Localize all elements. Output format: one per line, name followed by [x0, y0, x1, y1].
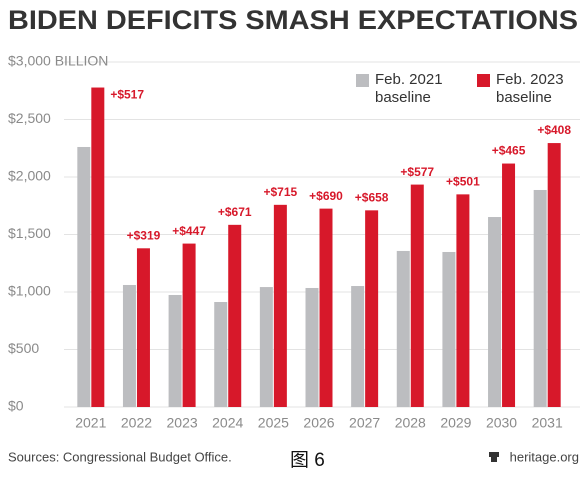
- bar: [533, 189, 547, 407]
- credit: heritage.org: [510, 449, 579, 464]
- legend-item: Feb. 2021 baseline: [356, 71, 455, 107]
- bar: [91, 87, 105, 407]
- bar: [351, 286, 365, 407]
- y-tick-label: $2,000: [8, 168, 51, 184]
- bar: [502, 163, 516, 407]
- bar: [396, 250, 410, 407]
- annotation: +$577: [400, 165, 434, 179]
- legend-item: Feb. 2023 baseline: [477, 71, 576, 107]
- bar: [305, 287, 319, 407]
- bar: [456, 194, 470, 407]
- legend: Feb. 2021 baseline Feb. 2023 baseline: [356, 71, 587, 107]
- bar: [365, 210, 379, 407]
- annotation: +$319: [127, 228, 161, 242]
- bar: [319, 208, 333, 407]
- x-tick-label: 2028: [395, 415, 426, 431]
- x-tick-label: 2021: [75, 415, 106, 431]
- x-tick-label: 2022: [121, 415, 152, 431]
- bar: [182, 243, 196, 407]
- bar: [273, 204, 287, 407]
- annotation: +$690: [309, 189, 343, 203]
- chart-title: BIDEN DEFICITS SMASH EXPECTATIONS: [8, 5, 578, 35]
- bar: [488, 217, 502, 407]
- y-tick-label: $500: [8, 340, 39, 356]
- legend-label: Feb. 2021 baseline: [375, 71, 443, 106]
- y-tick-label: $3,000 BILLION: [8, 53, 108, 69]
- annotation: +$501: [446, 175, 480, 189]
- x-tick-label: 2029: [440, 415, 471, 431]
- annotation: +$447: [172, 224, 206, 238]
- bar: [410, 184, 424, 407]
- bar: [442, 251, 456, 407]
- bar: [168, 294, 182, 407]
- y-tick-label: $0: [8, 398, 24, 414]
- bar: [259, 287, 273, 407]
- y-tick-label: $1,000: [8, 283, 51, 299]
- x-tick-label: 2026: [303, 415, 334, 431]
- x-tick-label: 2027: [349, 415, 380, 431]
- source: Sources: Congressional Budget Office.: [8, 449, 232, 464]
- x-tick-label: 2031: [532, 415, 563, 431]
- annotation: +$658: [355, 191, 389, 205]
- bar: [547, 143, 561, 407]
- legend-swatch: [477, 74, 490, 87]
- annotation: +$408: [537, 123, 571, 137]
- x-tick-label: 2024: [212, 415, 243, 431]
- annotation: +$517: [110, 88, 144, 102]
- annotation: +$671: [218, 205, 252, 219]
- x-tick-label: 2030: [486, 415, 517, 431]
- bar: [122, 284, 136, 407]
- bar: [77, 146, 91, 408]
- legend-label: Feb. 2023 baseline: [496, 71, 564, 106]
- credit-icon: [489, 452, 499, 462]
- annotation: +$715: [264, 185, 298, 199]
- x-tick-label: 2023: [167, 415, 198, 431]
- figure-label: 图 6: [290, 450, 325, 471]
- x-tick-label: 2025: [258, 415, 289, 431]
- y-tick-label: $1,500: [8, 225, 51, 241]
- y-tick-label: $2,500: [8, 110, 51, 126]
- bar: [136, 248, 150, 407]
- annotation: +$465: [492, 144, 526, 158]
- bar: [214, 302, 228, 407]
- bar: [228, 224, 242, 407]
- legend-swatch: [356, 74, 369, 87]
